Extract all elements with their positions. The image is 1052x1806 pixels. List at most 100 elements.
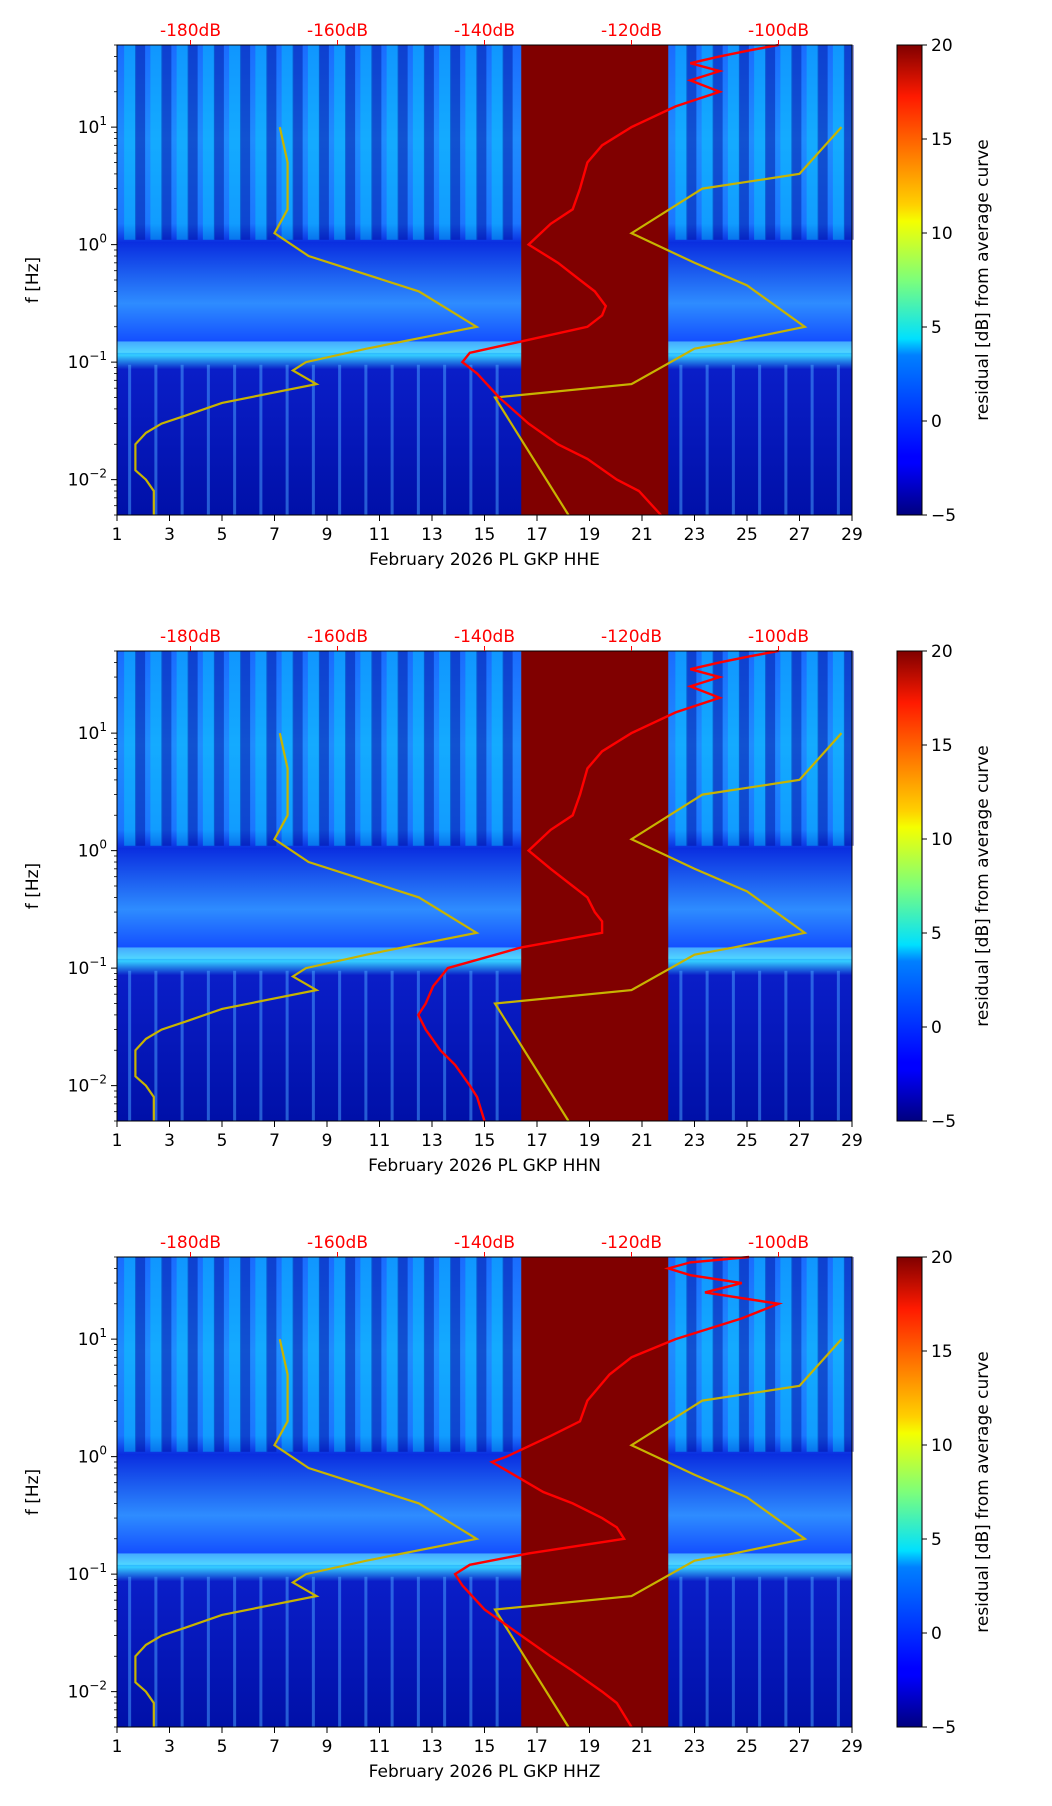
x-axis-label: February 2026 PL GKP HHE [369, 550, 600, 570]
x-tick-label: 21 [631, 525, 653, 545]
x-tick-label: 11 [369, 525, 391, 545]
x-tick-label: 27 [789, 525, 811, 545]
colorbar-tick-label: 0 [931, 1018, 942, 1038]
top-tick-label: -160dB [307, 627, 368, 647]
yellow-curve-right [493, 732, 843, 1122]
y-tick-label: 101 [78, 720, 107, 744]
colorbar-tick-label: 0 [931, 1624, 942, 1644]
x-tick-label: 13 [421, 1131, 443, 1151]
yellow-curve-left [134, 1338, 480, 1727]
x-tick-label: 25 [736, 1131, 758, 1151]
x-tick-label: 11 [369, 1737, 391, 1757]
colorbar-label: residual [dB] from average curve [973, 139, 993, 420]
y-tick-label: 100 [78, 838, 107, 862]
x-tick-label: 7 [269, 525, 280, 545]
x-tick-label: 7 [269, 1737, 280, 1757]
x-tick-label: 17 [526, 1737, 548, 1757]
x-tick-label: 1 [112, 1737, 123, 1757]
data-gap-region [521, 651, 669, 1121]
x-tick-label: 17 [526, 1131, 548, 1151]
spectrogram-texture [117, 45, 854, 515]
x-tick-label: 17 [526, 525, 548, 545]
colorbar-tick-label: 5 [931, 1530, 942, 1550]
spectrogram-background [117, 45, 852, 515]
y-axis-label: f [Hz] [23, 257, 43, 303]
y-axis-label: f [Hz] [23, 863, 43, 909]
y-tick-label: 10−2 [68, 1679, 107, 1703]
x-tick-label: 29 [841, 1737, 863, 1757]
top-tick-label: -160dB [307, 1233, 368, 1253]
y-tick-label: 10−2 [68, 1073, 107, 1097]
y-tick-label: 100 [78, 232, 107, 256]
x-tick-label: 1 [112, 1131, 123, 1151]
top-tick-label: -140dB [454, 21, 515, 41]
x-tick-label: 5 [217, 1131, 228, 1151]
red-average-psd-curve [416, 649, 779, 1122]
x-axis-label: February 2026 PL GKP HHZ [369, 1762, 601, 1782]
y-tick-label: 10−1 [68, 349, 107, 373]
spectrogram-texture [117, 1257, 854, 1727]
colorbar-tick-label: 15 [931, 130, 953, 150]
x-tick-label: 21 [631, 1737, 653, 1757]
x-tick-label: 19 [579, 525, 601, 545]
colorbar-tick-label: 5 [931, 924, 942, 944]
x-tick-label: 7 [269, 1131, 280, 1151]
red-average-psd-curve [453, 1255, 784, 1728]
y-tick-label: 100 [78, 1444, 107, 1468]
x-tick-label: 3 [164, 1131, 175, 1151]
colorbar-tick-label: 10 [931, 224, 953, 244]
colorbar-tick-label: 0 [931, 412, 942, 432]
colorbar-tick-label: 20 [931, 1248, 953, 1268]
colorbar-tick-label: 10 [931, 830, 953, 850]
yellow-curve-left [134, 732, 480, 1121]
x-tick-label: 15 [474, 1737, 496, 1757]
colorbar-gradient [896, 44, 923, 516]
top-tick-label: -100dB [748, 627, 809, 647]
x-tick-label: 5 [217, 525, 228, 545]
yellow-curve-right [493, 1338, 843, 1728]
colorbar-tick-label: −5 [931, 1112, 956, 1132]
top-tick-label: -180dB [160, 627, 221, 647]
colorbar-tick-label: 10 [931, 1436, 953, 1456]
x-tick-label: 9 [322, 1131, 333, 1151]
top-tick-label: -160dB [307, 21, 368, 41]
x-tick-label: 15 [474, 525, 496, 545]
y-tick-label: 10−1 [68, 955, 107, 979]
colorbar: 20 15 10 5 0 −5 residual [dB] from average cur… [896, 1248, 993, 1738]
x-tick-label: 23 [684, 525, 706, 545]
top-tick-label: -180dB [160, 1233, 221, 1253]
x-tick-label: 9 [322, 1737, 333, 1757]
top-tick-label: -180dB [160, 21, 221, 41]
x-tick-label: 11 [369, 1131, 391, 1151]
data-gap-region [521, 45, 669, 515]
colorbar-tick-label: 20 [931, 642, 953, 662]
x-tick-label: 3 [164, 1737, 175, 1757]
x-tick-label: 19 [579, 1131, 601, 1151]
colorbar-label: residual [dB] from average curve [973, 1351, 993, 1632]
top-tick-label: -140dB [454, 627, 515, 647]
x-tick-label: 25 [736, 1737, 758, 1757]
y-tick-label: 101 [78, 1326, 107, 1350]
x-tick-label: 3 [164, 525, 175, 545]
colorbar-tick-label: −5 [931, 506, 956, 526]
y-tick-label: 10−2 [68, 467, 107, 491]
x-tick-label: 25 [736, 525, 758, 545]
x-tick-label: 27 [789, 1737, 811, 1757]
yellow-curve-right [493, 126, 843, 516]
top-tick-label: -100dB [748, 1233, 809, 1253]
x-tick-label: 21 [631, 1131, 653, 1151]
red-average-psd-curve [460, 43, 779, 516]
colorbar-gradient [896, 650, 923, 1122]
yellow-curve-left [134, 126, 480, 515]
top-tick-label: -120dB [601, 21, 662, 41]
x-tick-label: 13 [421, 525, 443, 545]
colorbar-tick-label: 15 [931, 1342, 953, 1362]
spectrogram-background [117, 1257, 852, 1727]
colorbar-label: residual [dB] from average curve [973, 745, 993, 1026]
x-axis-label: February 2026 PL GKP HHN [368, 1156, 601, 1176]
y-axis-label: f [Hz] [23, 1469, 43, 1515]
